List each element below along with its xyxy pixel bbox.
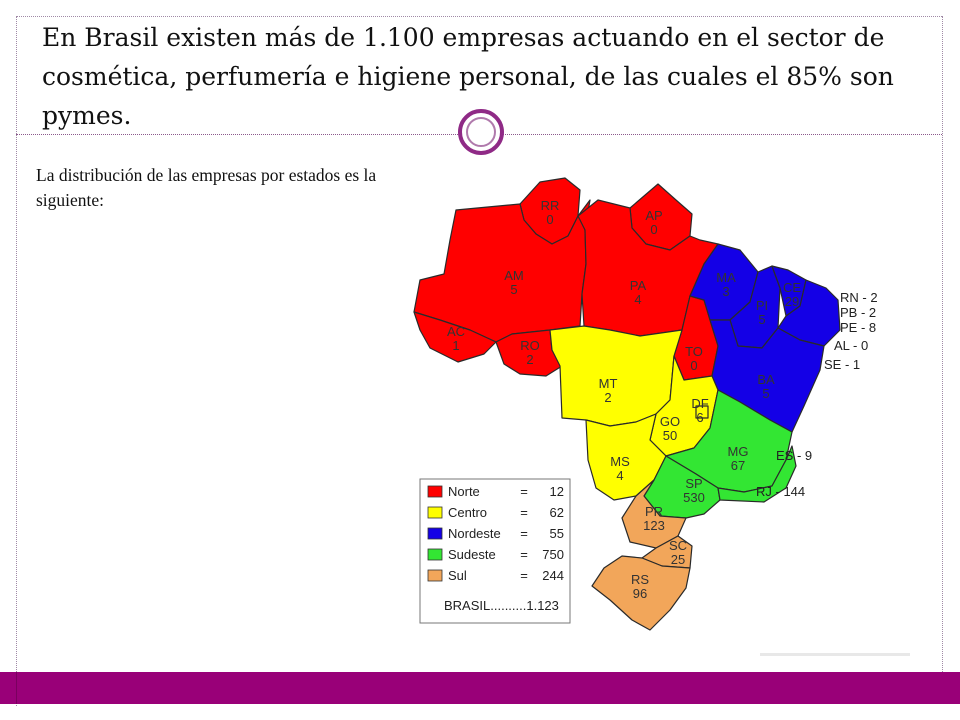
- state-value-ma: 3: [722, 284, 729, 299]
- legend-swatch-sul: [427, 569, 443, 582]
- legend-name-sudeste: Sudeste: [448, 547, 496, 562]
- state-value-am: 5: [510, 282, 517, 297]
- state-es-rj-shape: [717, 445, 797, 503]
- legend-name-sul: Sul: [448, 568, 467, 583]
- legend-swatch-centro: [427, 506, 443, 519]
- state-value-ms: 4: [616, 468, 623, 483]
- state-am-shape: [413, 199, 591, 343]
- label-es: ES - 9: [776, 448, 812, 463]
- legend-swatch-nordeste: [427, 527, 443, 540]
- footer-bar-edge: [16, 672, 943, 704]
- state-code-rr: RR: [541, 198, 560, 213]
- state-pr-shape: [621, 479, 687, 549]
- state-code-am: AM: [504, 268, 524, 283]
- slide-frame-top: [16, 16, 942, 18]
- state-ac-shape: [413, 311, 497, 363]
- map-credit-smudge: [760, 653, 910, 656]
- state-rs-shape: [591, 555, 691, 631]
- state-code-ma: MA: [716, 270, 736, 285]
- label-rj: RJ - 144: [756, 484, 805, 499]
- state-value-rr: 0: [546, 212, 553, 227]
- state-value-mg: 67: [731, 458, 745, 473]
- label-se: SE - 1: [824, 357, 860, 372]
- state-value-go: 50: [663, 428, 677, 443]
- label-pb: PB - 2: [840, 305, 876, 320]
- state-code-pr: PR: [645, 504, 663, 519]
- state-value-pa: 4: [634, 292, 641, 307]
- legend-value-nordeste: 55: [550, 526, 564, 541]
- state-code-ce: CE: [783, 280, 801, 295]
- state-code-ac: AC: [447, 324, 465, 339]
- state-value-sp: 530: [683, 490, 705, 505]
- legend-swatch-norte: [427, 485, 443, 498]
- legend-swatch-sudeste: [427, 548, 443, 561]
- state-value-ba: 5: [762, 386, 769, 401]
- state-value-ro: 2: [526, 352, 533, 367]
- legend-eq-norte: =: [520, 484, 528, 499]
- state-code-to: TO: [685, 344, 703, 359]
- state-code-go: GO: [660, 414, 680, 429]
- state-value-ce: 29: [785, 294, 799, 309]
- state-code-mg: MG: [728, 444, 749, 459]
- state-code-mt: MT: [599, 376, 618, 391]
- state-df-shape: [695, 405, 709, 419]
- map-legend: Norte = 12 Centro = 62 Nordeste = 55 Sudeste = 750 S…: [419, 478, 571, 624]
- slide-frame-left: [16, 16, 18, 706]
- brazil-map: RR 0 AP 0 AM 5 PA 4 AC 1 RO 2 TO 0 MA 3 PI 5 CE 29 BA 5 MT 2 GO 5…: [400, 170, 930, 660]
- state-code-pi: PI: [756, 298, 768, 313]
- legend-value-sul: 244: [542, 568, 564, 583]
- label-rn: RN - 2: [840, 290, 878, 305]
- state-code-sp: SP: [685, 476, 702, 491]
- legend-value-sudeste: 750: [542, 547, 564, 562]
- legend-eq-nordeste: =: [520, 526, 528, 541]
- state-code-rs: RS: [631, 572, 649, 587]
- legend-name-norte: Norte: [448, 484, 480, 499]
- state-value-sc: 25: [671, 552, 685, 567]
- legend-eq-sul: =: [520, 568, 528, 583]
- state-code-pa: PA: [630, 278, 647, 293]
- state-value-to: 0: [690, 358, 697, 373]
- footer-bar: [0, 672, 960, 704]
- state-value-pi: 5: [758, 312, 765, 327]
- state-code-df: DF: [691, 396, 708, 411]
- legend-name-centro: Centro: [448, 505, 487, 520]
- slide-subtitle: La distribución de las empresas por esta…: [36, 165, 377, 210]
- legend-name-nordeste: Nordeste: [448, 526, 501, 541]
- label-pe: PE - 8: [840, 320, 876, 335]
- state-value-ap: 0: [650, 222, 657, 237]
- state-value-pr: 123: [643, 518, 665, 533]
- state-code-ap: AP: [645, 208, 662, 223]
- label-al: AL - 0: [834, 338, 868, 353]
- legend-value-norte: 12: [550, 484, 564, 499]
- state-value-rs: 96: [633, 586, 647, 601]
- state-code-sc: SC: [669, 538, 687, 553]
- legend-value-centro: 62: [550, 505, 564, 520]
- legend-eq-centro: =: [520, 505, 528, 520]
- legend-eq-sudeste: =: [520, 547, 528, 562]
- state-value-mt: 2: [604, 390, 611, 405]
- state-value-df: 6: [696, 410, 703, 425]
- slide-frame-right: [942, 16, 944, 676]
- legend-box: [419, 478, 571, 624]
- state-value-ac: 1: [452, 338, 459, 353]
- side-labels: RN - 2 PB - 2 PE - 8 AL - 0 SE - 1 ES - …: [756, 290, 878, 499]
- slide-title: En Brasil existen más de 1.100 empresas …: [42, 23, 894, 130]
- legend-rows: Norte = 12 Centro = 62 Nordeste = 55 Sudeste = 750 S…: [427, 484, 564, 583]
- state-code-ms: MS: [610, 454, 630, 469]
- legend-total: BRASIL..........1.123: [444, 598, 559, 613]
- state-code-ro: RO: [520, 338, 540, 353]
- decorative-ring-icon: [458, 109, 504, 155]
- state-code-ba: BA: [757, 372, 775, 387]
